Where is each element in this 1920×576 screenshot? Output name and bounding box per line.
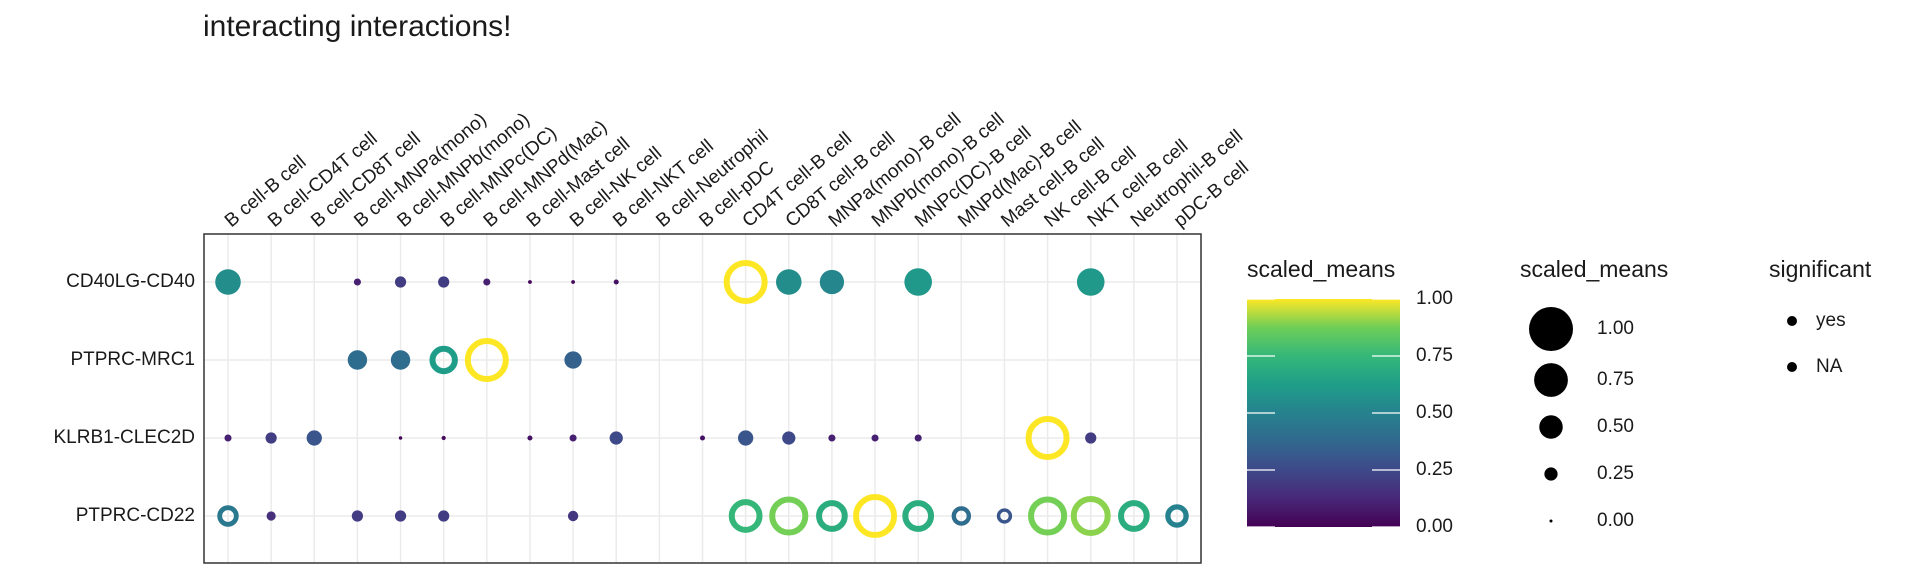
dot-point [215, 269, 241, 295]
colorbar-label: 0.00 [1416, 516, 1453, 537]
y-tick-label: PTPRC-MRC1 [70, 349, 195, 370]
dot-point [914, 434, 922, 442]
dot-point [390, 350, 411, 370]
dot-point [737, 430, 754, 446]
colorbar-label: 0.25 [1416, 459, 1453, 480]
dot-point [306, 430, 322, 446]
significant-key [1787, 316, 1797, 326]
dot-point [398, 436, 403, 440]
ring-point [902, 500, 935, 532]
significant-label: NA [1816, 356, 1843, 377]
chart-title: interacting interactions! [203, 10, 512, 43]
dot-point [613, 279, 619, 285]
significant-key [1787, 362, 1797, 372]
size-label: 0.75 [1597, 369, 1634, 390]
size-label: 0.50 [1597, 416, 1634, 437]
panel-border [203, 233, 1202, 564]
dot-point [567, 510, 579, 522]
ring-point [464, 338, 509, 382]
dot-point [438, 510, 450, 522]
ring-point [429, 345, 458, 375]
y-tick-label: PTPRC-CD22 [76, 505, 195, 526]
size-key [1549, 519, 1553, 523]
ring-point [723, 260, 768, 304]
size-key [1534, 363, 1568, 397]
y-tick-label: CD40LG-CD40 [66, 271, 195, 292]
dot-point [904, 268, 932, 296]
legend-title: significant [1769, 256, 1872, 282]
dot-point [527, 435, 533, 441]
dot-point [351, 510, 364, 522]
dot-point [347, 350, 368, 370]
size-key [1544, 467, 1558, 481]
significant-label: yes [1816, 310, 1846, 331]
legend-title: scaled_means [1520, 256, 1668, 282]
ring-point [996, 508, 1013, 524]
dot-point [1076, 268, 1105, 296]
colorbar-label: 0.50 [1416, 402, 1453, 423]
size-label: 0.25 [1597, 463, 1634, 484]
ring-point [728, 499, 763, 533]
ring-point [1025, 416, 1070, 460]
ring-point [853, 494, 898, 538]
dot-point [265, 432, 277, 444]
dot-point [775, 269, 802, 295]
dot-point [564, 351, 582, 369]
ring-point [1028, 496, 1068, 536]
dot-point [483, 278, 491, 286]
dot-point [699, 435, 706, 441]
dot-point [353, 278, 361, 286]
ring-point [816, 500, 848, 532]
dot-point [394, 276, 407, 288]
dot-point [569, 434, 577, 442]
dot-point [819, 269, 845, 295]
dot-point [394, 510, 407, 522]
dot-point [609, 431, 623, 445]
ring-point [1118, 500, 1150, 532]
dot-point [528, 280, 532, 284]
colorbar-label: 0.75 [1416, 345, 1453, 366]
colorbar-label: 1.00 [1416, 288, 1453, 309]
legend-title: scaled_means [1247, 256, 1395, 282]
y-tick-label: KLRB1-CLEC2D [54, 427, 196, 448]
dot-point [571, 280, 576, 284]
ring-point [1165, 504, 1189, 528]
dot-point [224, 434, 232, 442]
dot-point [871, 434, 879, 442]
dot-point [441, 435, 446, 441]
dot-point [782, 431, 796, 445]
ring-point [951, 506, 972, 526]
size-key [1529, 307, 1573, 351]
ring-point [1070, 496, 1111, 536]
size-label: 1.00 [1597, 318, 1634, 339]
size-key [1539, 415, 1563, 439]
ring-point [217, 505, 239, 527]
size-label: 0.00 [1597, 510, 1634, 531]
ring-point [769, 496, 809, 536]
dot-point [266, 511, 276, 521]
dot-point [828, 434, 836, 442]
dot-point [438, 276, 450, 288]
dot-point [1085, 432, 1097, 444]
